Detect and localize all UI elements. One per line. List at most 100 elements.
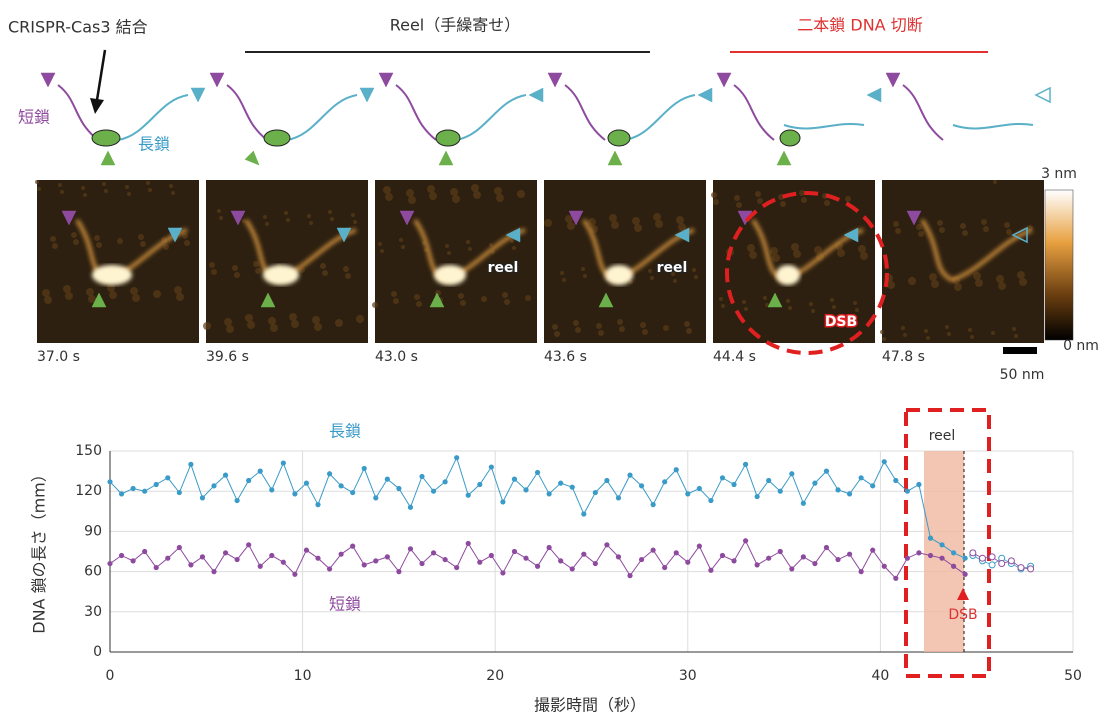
- noise: [203, 322, 211, 330]
- point: [188, 562, 193, 567]
- noise: [1019, 278, 1027, 286]
- point: [154, 565, 159, 570]
- noise: [429, 192, 437, 200]
- noise: [353, 220, 357, 224]
- noise: [127, 192, 131, 196]
- point: [859, 475, 864, 480]
- noise: [583, 274, 587, 278]
- point: [755, 494, 760, 499]
- noise: [809, 302, 813, 306]
- noise: [406, 189, 414, 197]
- marker: [210, 73, 224, 87]
- series-label: 長鎖: [329, 422, 361, 441]
- noise: [63, 285, 71, 293]
- cartoon-long: [287, 95, 357, 140]
- noise: [770, 247, 778, 255]
- cartoon-short: [565, 85, 605, 140]
- noise: [757, 198, 763, 204]
- noise: [232, 265, 238, 271]
- cartoon-long: [625, 95, 695, 140]
- point: [558, 481, 563, 486]
- noise: [83, 193, 87, 197]
- point: [119, 553, 124, 558]
- frame-time: 37.0 s: [37, 349, 80, 365]
- point: [789, 566, 794, 571]
- point: [327, 471, 332, 476]
- noise: [270, 324, 278, 332]
- cartoon-short: [227, 85, 267, 140]
- noise: [673, 279, 677, 283]
- point: [547, 491, 552, 496]
- noise: [102, 182, 106, 186]
- point: [489, 464, 494, 469]
- noise: [939, 227, 945, 233]
- noise: [763, 296, 767, 300]
- noise: [744, 307, 748, 311]
- noise: [931, 280, 939, 288]
- x-tick-label: 10: [294, 668, 312, 684]
- point: [373, 495, 378, 500]
- noise: [581, 267, 585, 271]
- point: [489, 553, 494, 558]
- point: [350, 490, 355, 495]
- frame-time: 47.8 s: [882, 349, 925, 365]
- point: [477, 560, 482, 565]
- y-tick-label: 150: [75, 443, 102, 459]
- point: [304, 548, 309, 553]
- afm-cas3: [434, 265, 466, 285]
- noise: [791, 243, 799, 251]
- noise: [44, 296, 52, 304]
- noise: [653, 213, 661, 221]
- point: [258, 564, 263, 569]
- point: [200, 554, 205, 559]
- point: [523, 556, 528, 561]
- afm-cas3: [605, 265, 633, 285]
- marker: [101, 151, 115, 165]
- point: [107, 561, 112, 566]
- short-label: 短鎖: [18, 108, 50, 127]
- noise: [1006, 229, 1012, 235]
- frame-time: 43.0 s: [375, 349, 418, 365]
- noise: [882, 337, 886, 341]
- point: [951, 564, 956, 569]
- point: [431, 550, 436, 555]
- noise: [125, 185, 129, 189]
- point: [154, 482, 159, 487]
- scalebar-label: 50 nm: [1000, 367, 1045, 383]
- x-axis-label: 撮影時間（秒）: [534, 696, 646, 715]
- cartoon-short: [58, 85, 98, 140]
- noise: [73, 239, 79, 245]
- noise: [973, 272, 981, 280]
- noise: [153, 290, 161, 298]
- point: [339, 552, 344, 557]
- point: [281, 560, 286, 565]
- noise: [132, 294, 140, 302]
- point: [720, 553, 725, 558]
- frame-time: 44.4 s: [713, 349, 756, 365]
- marker: [439, 151, 453, 165]
- point-open: [1008, 558, 1014, 564]
- noise: [414, 294, 420, 300]
- noise: [176, 293, 184, 301]
- noise: [496, 194, 504, 202]
- noise: [1017, 271, 1025, 279]
- point: [512, 549, 517, 554]
- noise: [772, 254, 780, 262]
- noise: [466, 240, 470, 244]
- noise: [209, 262, 215, 268]
- noise: [619, 326, 625, 332]
- noise: [253, 261, 259, 267]
- point: [604, 542, 609, 547]
- noise: [609, 214, 617, 222]
- afm-cas3: [776, 265, 800, 285]
- noise: [224, 318, 232, 326]
- point: [523, 487, 528, 492]
- point: [916, 482, 921, 487]
- point: [107, 479, 112, 484]
- noise: [169, 184, 173, 188]
- noise: [263, 215, 267, 219]
- noise: [494, 187, 502, 195]
- cartoon-short: [734, 85, 774, 140]
- noise: [1012, 327, 1016, 331]
- noise: [184, 240, 190, 246]
